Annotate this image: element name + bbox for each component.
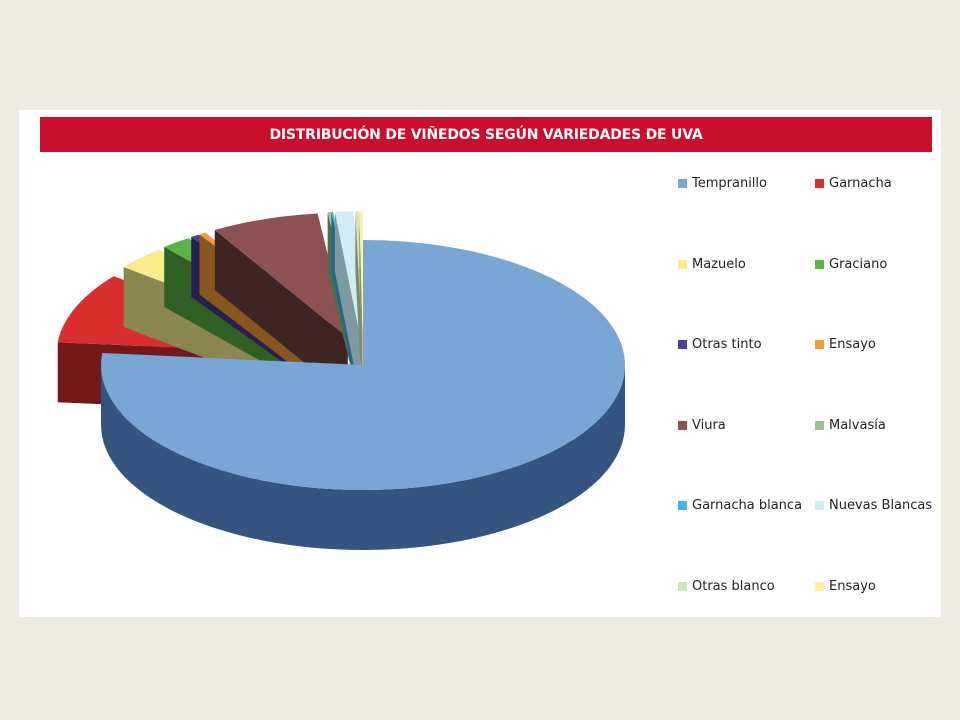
legend-swatch — [815, 259, 824, 269]
legend: Tempranillo Garnacha Mazuelo Graciano Otras … — [678, 176, 940, 659]
legend-label: Ensayo — [829, 337, 876, 352]
slice-top — [214, 213, 348, 338]
legend-entry: Viura — [678, 418, 815, 433]
legend-swatch — [678, 179, 687, 188]
title-bar: DISTRIBUCIÓN DE VIÑEDOS SEGÚN VARIEDADES… — [40, 117, 932, 152]
legend-entry: Otras tinto — [678, 337, 815, 352]
legend-row: Mazuelo Graciano — [678, 257, 940, 338]
legend-swatch — [678, 340, 687, 349]
chart-panel: DISTRIBUCIÓN DE VIÑEDOS SEGÚN VARIEDADES… — [19, 110, 941, 617]
legend-entry: Malvasía — [815, 418, 940, 433]
legend-label: Viura — [692, 417, 726, 433]
legend-label: Ensayo — [829, 578, 876, 594]
legend-label: Otras tinto — [692, 337, 762, 352]
slice-wall — [214, 229, 348, 398]
legend-swatch — [815, 179, 824, 188]
legend-entry: Graciano — [815, 257, 940, 272]
legend-swatch — [815, 420, 824, 430]
legend-label: Tempranillo — [692, 176, 767, 191]
legend-entry: Otras blanco — [678, 579, 815, 594]
legend-swatch — [678, 501, 687, 510]
legend-entry: Ensayo — [815, 579, 940, 594]
slice-wall — [334, 211, 361, 397]
legend-entry: Nuevas Blancas — [815, 498, 940, 513]
legend-row: Otras blanco Ensayo — [678, 579, 940, 660]
legend-swatch — [678, 259, 687, 269]
legend-swatch — [815, 501, 824, 510]
legend-entry: Ensayo — [815, 337, 940, 352]
pie-slice — [214, 213, 348, 398]
pie-chart — [57, 211, 625, 550]
legend-label: Mazuelo — [692, 256, 746, 272]
legend-entry: Garnacha — [815, 176, 940, 191]
legend-swatch — [678, 420, 687, 430]
legend-entry: Mazuelo — [678, 257, 815, 272]
legend-label: Garnacha blanca — [692, 498, 803, 513]
legend-swatch — [678, 581, 687, 591]
pie-slice — [359, 211, 363, 397]
legend-row: Tempranillo Garnacha — [678, 176, 940, 257]
legend-entry: Tempranillo — [678, 176, 815, 191]
legend-row: Otras tinto Ensayo — [678, 337, 940, 418]
legend-row: Garnacha blanca Nuevas Blancas — [678, 498, 940, 579]
slice-top — [359, 211, 363, 337]
legend-label: Malvasía — [829, 417, 886, 433]
slice-wall — [359, 211, 363, 397]
slice-top — [100, 240, 625, 490]
pie-slice — [100, 240, 625, 550]
legend-swatch — [815, 340, 824, 349]
legend-label: Graciano — [829, 256, 888, 272]
pie-slice — [334, 211, 361, 397]
slice-top — [334, 211, 361, 337]
slice-wall — [355, 211, 363, 397]
legend-label: Garnacha — [829, 176, 892, 191]
legend-label: Nuevas Blancas — [829, 498, 933, 513]
slice-rim — [101, 365, 625, 550]
legend-swatch — [815, 581, 824, 591]
legend-row: Viura Malvasía — [678, 418, 940, 499]
chart-title: DISTRIBUCIÓN DE VIÑEDOS SEGÚN VARIEDADES… — [269, 126, 703, 143]
legend-entry: Garnacha blanca — [678, 498, 815, 513]
legend-label: Otras blanco — [692, 578, 775, 594]
